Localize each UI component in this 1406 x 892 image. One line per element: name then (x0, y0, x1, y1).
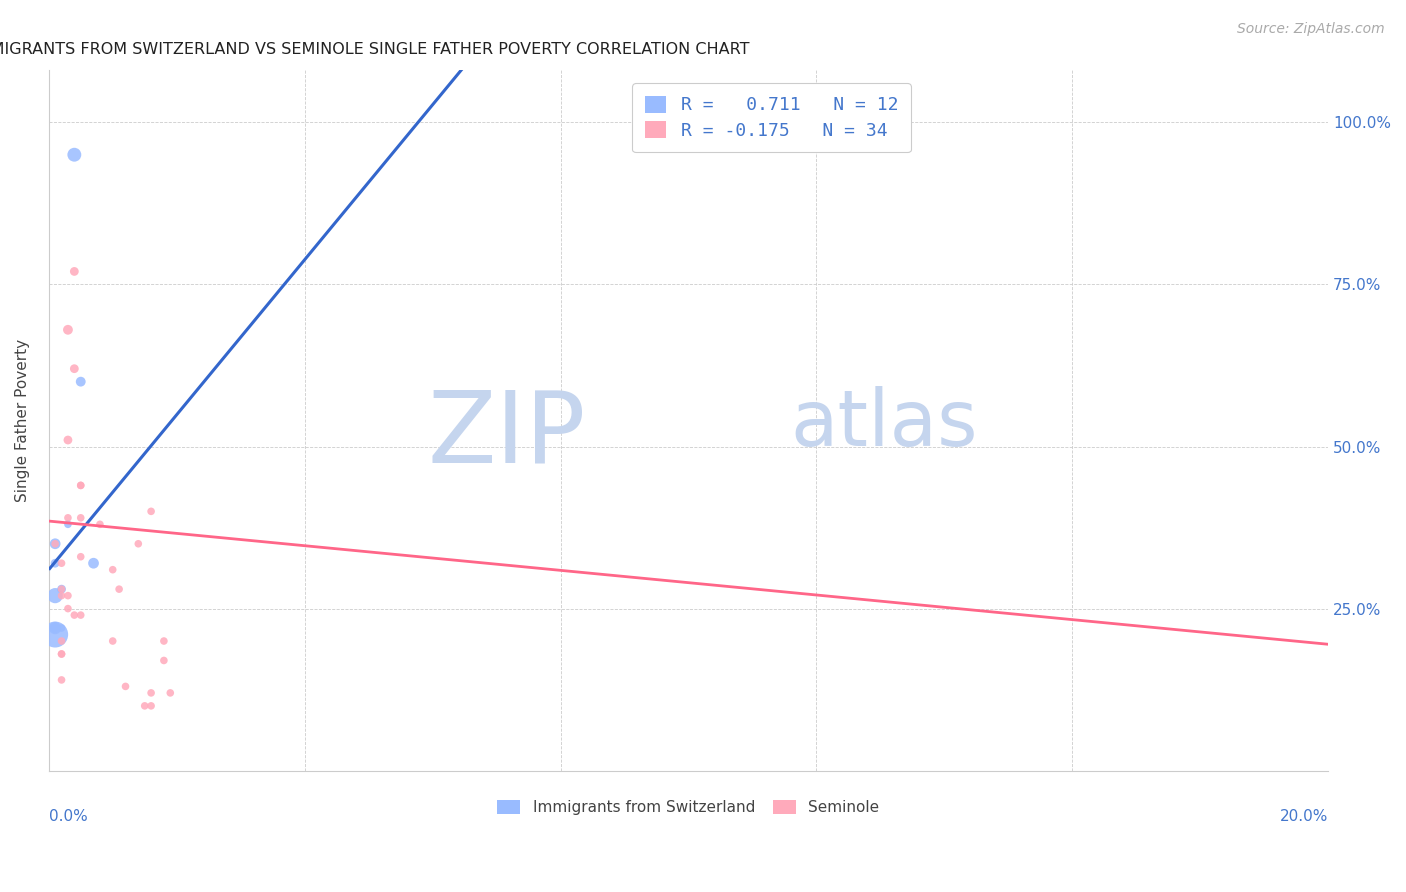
Point (63, 361, 86, 376)
Point (51, 647, 73, 661)
Point (153, 634, 176, 648)
Point (83, 556, 105, 570)
Point (63, 264, 86, 278)
Point (44, 537, 66, 551)
Point (56, 511, 79, 525)
Point (69, 511, 91, 525)
Point (159, 686, 181, 700)
Point (101, 634, 124, 648)
Text: IMMIGRANTS FROM SWITZERLAND VS SEMINOLE SINGLE FATHER POVERTY CORRELATION CHART: IMMIGRANTS FROM SWITZERLAND VS SEMINOLE … (0, 42, 749, 57)
Point (44, 537, 66, 551)
Y-axis label: Single Father Poverty: Single Father Poverty (15, 339, 30, 502)
Point (44, 627, 66, 641)
Text: Source: ZipAtlas.com: Source: ZipAtlas.com (1237, 22, 1385, 37)
Point (56, 517, 79, 532)
Point (56, 323, 79, 337)
Point (89, 517, 111, 532)
Point (56, 433, 79, 447)
Point (56, 589, 79, 603)
Point (139, 686, 162, 700)
Point (69, 608, 91, 623)
Text: 0.0%: 0.0% (49, 809, 87, 824)
Text: 20.0%: 20.0% (1279, 809, 1329, 824)
Point (69, 549, 91, 564)
Point (153, 653, 176, 667)
Text: atlas: atlas (790, 386, 979, 462)
Point (69, 478, 91, 492)
Point (63, 147, 86, 161)
Text: ZIP: ZIP (427, 386, 586, 483)
Point (44, 621, 66, 635)
Point (63, 608, 86, 623)
Point (51, 647, 73, 661)
Point (69, 478, 91, 492)
Point (108, 582, 131, 596)
Point (51, 634, 73, 648)
Point (134, 698, 156, 713)
Point (44, 556, 66, 570)
Point (51, 621, 73, 635)
Point (101, 563, 124, 577)
Point (51, 582, 73, 596)
Point (127, 537, 149, 551)
Point (51, 673, 73, 687)
Legend: R =   0.711   N = 12, R = -0.175   N = 34: R = 0.711 N = 12, R = -0.175 N = 34 (633, 83, 911, 153)
Point (139, 698, 162, 713)
Point (44, 589, 66, 603)
Point (69, 375, 91, 389)
Point (139, 504, 162, 518)
Point (114, 680, 136, 694)
Point (51, 589, 73, 603)
Point (51, 582, 73, 596)
Point (56, 601, 79, 615)
Point (51, 556, 73, 570)
Point (44, 621, 66, 635)
